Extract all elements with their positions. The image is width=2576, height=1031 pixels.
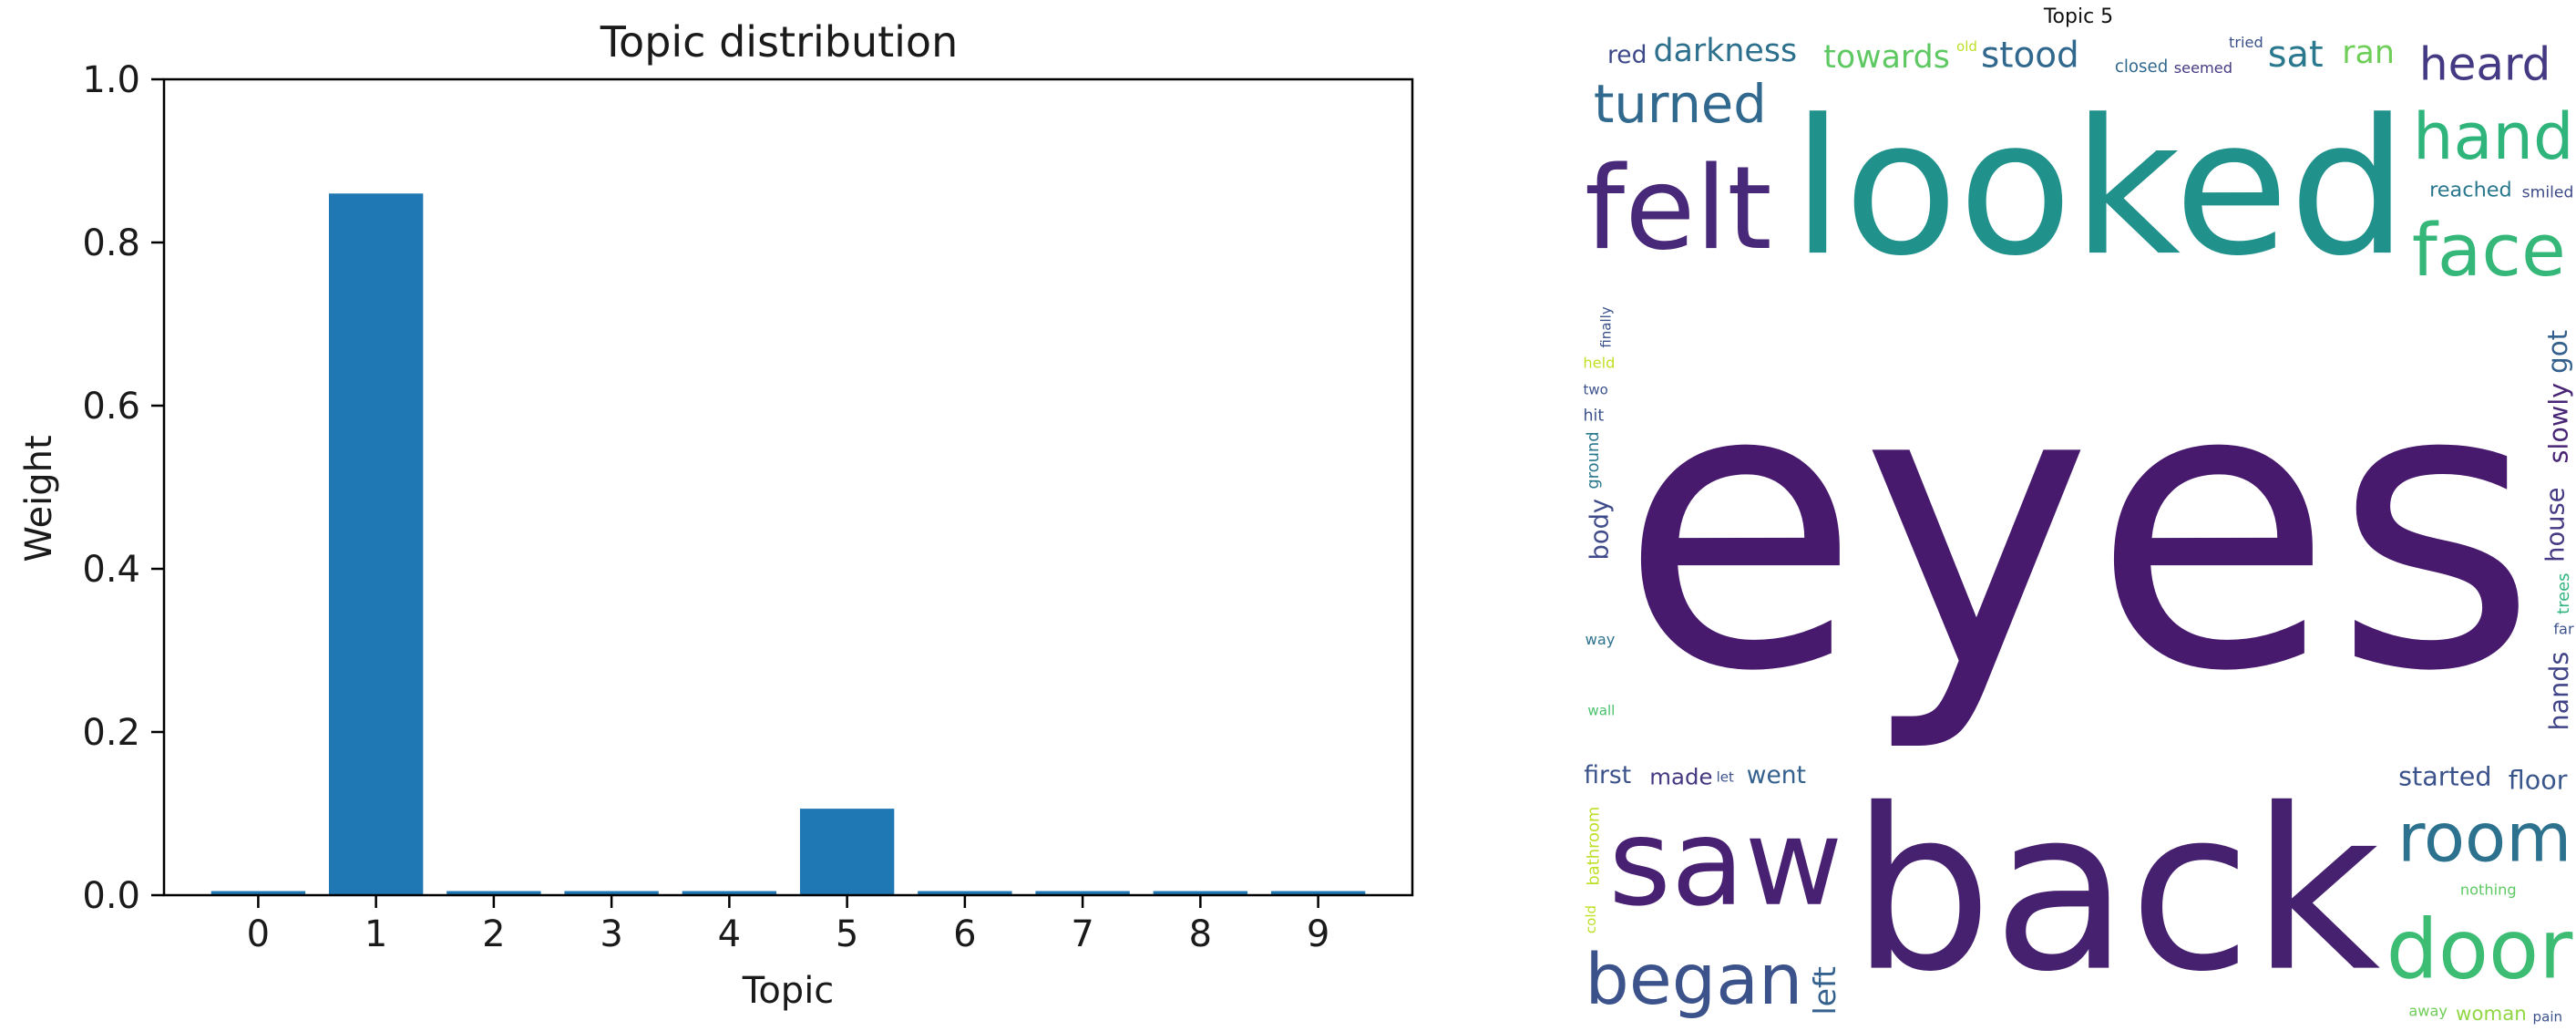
bar-chart: Topic distribution Topic Weight 0.00.20.… [18, 17, 1414, 1012]
word-hit: hit [1583, 407, 1604, 426]
bar-topic-4 [682, 891, 777, 895]
x-tick-label: 8 [1189, 913, 1212, 955]
word-red: red [1607, 41, 1647, 69]
y-axis-label: Weight [18, 435, 60, 562]
x-tick-label: 2 [482, 913, 505, 955]
word-old: old [1956, 38, 1977, 55]
bar-topic-8 [1153, 891, 1248, 895]
x-tick-label: 9 [1307, 913, 1329, 955]
word-sat: sat [2268, 34, 2324, 76]
word-two: two [1584, 381, 1608, 397]
word-saw: saw [1608, 794, 1842, 933]
word-got: got [2542, 330, 2573, 374]
word-made: made [1649, 764, 1712, 790]
bar-topic-5 [799, 809, 895, 895]
y-tick-label: 0.4 [82, 549, 140, 591]
word-seemed: seemed [2174, 59, 2232, 77]
axis-ticks: 0.0 0.2 0.4 0.6 0.8 1.0 0 1 2 3 4 5 6 7 8 9 [82, 59, 1329, 955]
word-slowly: slowly [2542, 383, 2573, 464]
word-face: face [2412, 208, 2566, 293]
word-pain: pain [2533, 1009, 2563, 1026]
word-heard: heard [2419, 38, 2551, 91]
word-house: house [2542, 488, 2571, 562]
chart-title: Topic distribution [600, 17, 958, 67]
wordcloud-panel: eyes looked back saw felt room door face began tu… [1581, 0, 2576, 1027]
word-towards: towards [1823, 39, 1950, 76]
word-bathroom: bathroom [1584, 807, 1603, 886]
word-hand: hand [2413, 99, 2574, 174]
word-far: far [2553, 620, 2574, 637]
word-darkness: darkness [1654, 33, 1798, 69]
y-tick-label: 0.2 [82, 712, 140, 754]
word-felt: felt [1585, 141, 1772, 275]
x-tick-label: 4 [718, 913, 741, 955]
word-nothing: nothing [2460, 882, 2517, 899]
word-turned: turned [1594, 74, 1767, 135]
word-began: began [1585, 939, 1802, 1020]
word-smiled: smiled [2522, 184, 2574, 202]
y-tick-label: 0.6 [82, 386, 140, 428]
bar-topic-2 [446, 891, 541, 895]
word-closed: closed [2115, 57, 2168, 77]
word-went: went [1747, 761, 1806, 789]
word-started: started [2398, 761, 2491, 792]
bar-topic-7 [1035, 891, 1130, 895]
word-wall: wall [1587, 702, 1615, 718]
bar-topic-1 [328, 193, 424, 896]
x-tick-label: 6 [953, 913, 976, 955]
x-axis-label: Topic [742, 970, 835, 1012]
word-left: left [1807, 966, 1842, 1016]
y-tick-label: 1.0 [82, 59, 140, 101]
bar-chart-panel: Topic distribution Topic Weight 0.0 0.2 0.… [18, 17, 1414, 1012]
word-away: away [2408, 1002, 2448, 1019]
word-finally: finally [1597, 306, 1614, 347]
word-floor: floor [2509, 764, 2568, 795]
word-hands: hands [2543, 652, 2574, 731]
bar-topic-0 [210, 891, 306, 895]
x-tick-label: 5 [836, 913, 858, 955]
bar-series [210, 193, 1366, 896]
word-ran: ran [2342, 35, 2395, 71]
word-first: first [1584, 761, 1631, 789]
word-let: let [1717, 768, 1734, 785]
word-trees: trees [2554, 573, 2573, 614]
word-held: held [1583, 354, 1615, 371]
word-eyes: eyes [1619, 302, 2538, 758]
bar-topic-9 [1270, 891, 1366, 895]
word-door: door [2386, 902, 2574, 998]
word-reached: reached [2429, 178, 2512, 201]
word-room: room [2397, 799, 2571, 878]
plot-frame [162, 77, 1414, 897]
word-looked: looked [1791, 80, 2407, 297]
wordcloud-title: Topic 5 [2043, 5, 2114, 28]
y-tick-label: 0.0 [82, 875, 140, 917]
bar-topic-3 [564, 891, 659, 895]
word-back: back [1851, 761, 2380, 1021]
word-stood: stood [1981, 35, 2079, 76]
word-tried: tried [2229, 34, 2263, 51]
word-cold: cold [1583, 905, 1599, 933]
y-tick-label: 0.8 [82, 222, 140, 264]
x-tick-label: 1 [364, 913, 387, 955]
x-tick-label: 3 [600, 913, 622, 955]
word-body: body [1586, 499, 1615, 561]
word-way: way [1586, 631, 1616, 648]
x-tick-label: 7 [1071, 913, 1093, 955]
word-ground: ground [1584, 431, 1603, 489]
bar-topic-6 [918, 891, 1012, 895]
x-tick-label: 0 [247, 913, 270, 955]
word-woman: woman [2456, 1003, 2527, 1026]
